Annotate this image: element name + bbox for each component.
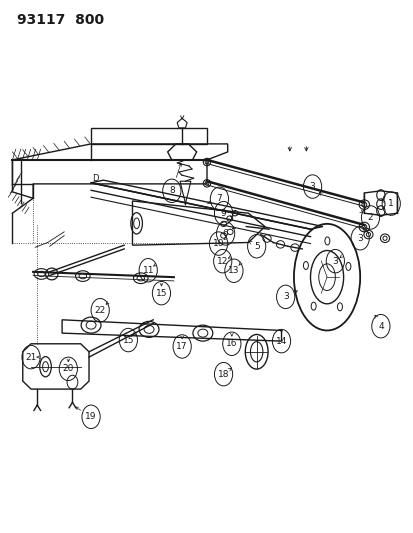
Text: 5: 5 — [253, 242, 259, 251]
Text: 6: 6 — [222, 229, 228, 238]
Text: 3: 3 — [332, 257, 337, 265]
Text: 3: 3 — [309, 182, 315, 191]
Text: 4: 4 — [377, 322, 383, 330]
Text: 8: 8 — [169, 187, 174, 195]
Text: 7: 7 — [216, 195, 222, 203]
Text: 11: 11 — [142, 266, 154, 274]
Text: 18: 18 — [217, 370, 229, 378]
Text: 15: 15 — [155, 289, 167, 297]
Text: 9: 9 — [220, 209, 226, 217]
Text: 19: 19 — [85, 413, 97, 421]
Text: 2: 2 — [367, 213, 373, 222]
Text: 1: 1 — [387, 199, 393, 208]
Text: 17: 17 — [176, 342, 188, 351]
Text: 22: 22 — [94, 306, 106, 314]
Text: 15: 15 — [122, 336, 134, 344]
Text: 20: 20 — [62, 365, 74, 373]
Text: 21: 21 — [25, 353, 37, 361]
Text: 93117  800: 93117 800 — [17, 13, 103, 27]
Text: 3: 3 — [282, 293, 288, 301]
Text: D: D — [92, 174, 98, 183]
Text: 3: 3 — [356, 234, 362, 243]
Text: 10: 10 — [212, 239, 224, 248]
Text: 16: 16 — [225, 340, 237, 348]
Text: 12: 12 — [216, 257, 228, 265]
Text: 13: 13 — [228, 266, 239, 275]
Text: 14: 14 — [275, 337, 287, 345]
